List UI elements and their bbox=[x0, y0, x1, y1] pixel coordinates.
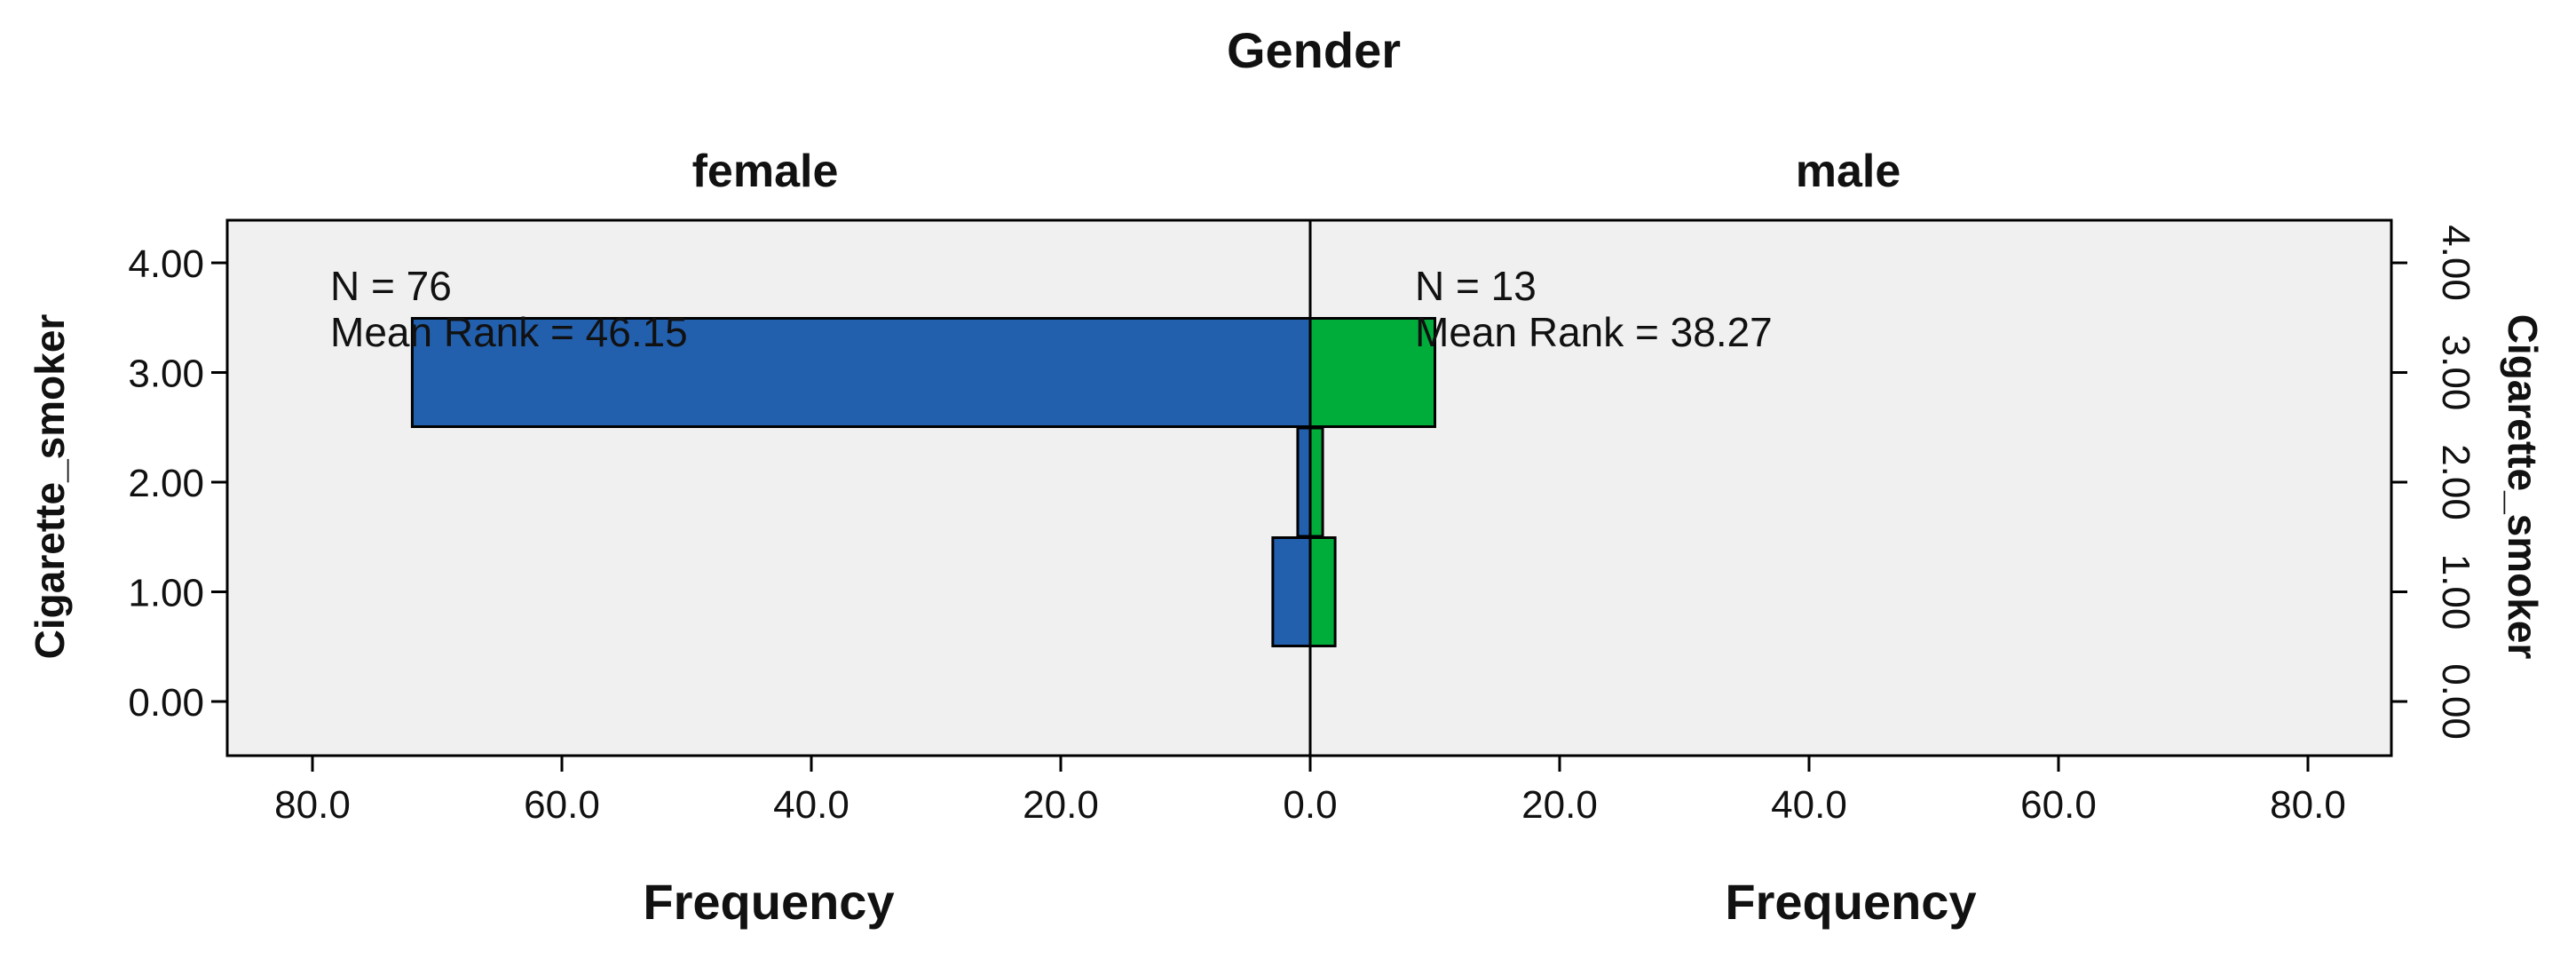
panel-label-male: male bbox=[1796, 146, 1901, 197]
y-tick-left-label: 1.00 bbox=[128, 572, 204, 615]
bar-female-2 bbox=[1296, 426, 1312, 538]
bar-female-3 bbox=[410, 317, 1312, 428]
y-tick-left-label: 2.00 bbox=[128, 462, 204, 505]
y-tick-left-label: 3.00 bbox=[128, 353, 204, 396]
y-tick-right-label: 0.00 bbox=[2434, 663, 2477, 740]
x-tick-right-label: 40.0 bbox=[1771, 783, 1847, 827]
x-tick-left-label: 80.0 bbox=[274, 783, 351, 827]
female-n-annotation: N = 76 bbox=[330, 263, 452, 309]
male-n-annotation: N = 13 bbox=[1415, 263, 1537, 309]
x-tick-left-label: 40.0 bbox=[773, 783, 849, 827]
y-tick-left-label: 4.00 bbox=[128, 242, 204, 286]
panel-label-female: female bbox=[692, 146, 839, 197]
bar-male-1 bbox=[1308, 536, 1337, 647]
x-axis-label-right: Frequency bbox=[1725, 874, 1976, 930]
x-tick-left-label: 20.0 bbox=[1023, 783, 1099, 827]
bar-male-2 bbox=[1308, 426, 1324, 538]
bars-layer bbox=[410, 220, 1436, 756]
bar-female-1 bbox=[1271, 536, 1312, 647]
ticks-layer: 0.00 0.00 1.00 1.00 2.00 2.00 3.00 3.00 4.00 4.00… bbox=[128, 225, 2477, 827]
y-tick-right-label: 2.00 bbox=[2434, 444, 2477, 520]
chart-title: Gender bbox=[1227, 22, 1401, 78]
male-mean-rank-annotation: Mean Rank = 38.27 bbox=[1415, 309, 1773, 355]
female-mean-rank-annotation: Mean Rank = 46.15 bbox=[330, 309, 688, 355]
x-tick-right-label: 80.0 bbox=[2270, 783, 2346, 827]
y-tick-right-label: 4.00 bbox=[2434, 225, 2477, 301]
y-axis-label-left: Cigarette_smoker bbox=[27, 314, 73, 660]
bar-male-3 bbox=[1308, 317, 1436, 428]
y-tick-left-label: 0.00 bbox=[128, 681, 204, 725]
x-tick-left-label: 60.0 bbox=[524, 783, 600, 827]
y-tick-right-label: 1.00 bbox=[2434, 554, 2477, 630]
x-tick-left-label: 0.0 bbox=[1283, 783, 1337, 827]
x-axis-label-left: Frequency bbox=[643, 874, 894, 930]
x-tick-right-label: 60.0 bbox=[2020, 783, 2097, 827]
y-tick-right-label: 3.00 bbox=[2434, 335, 2477, 411]
x-tick-right-label: 20.0 bbox=[1521, 783, 1598, 827]
y-axis-label-right: Cigarette_smoker bbox=[2500, 314, 2546, 660]
mean-rank-layer: Mean Rank = 46.15 Mean Rank = 38.27 bbox=[330, 309, 1773, 355]
